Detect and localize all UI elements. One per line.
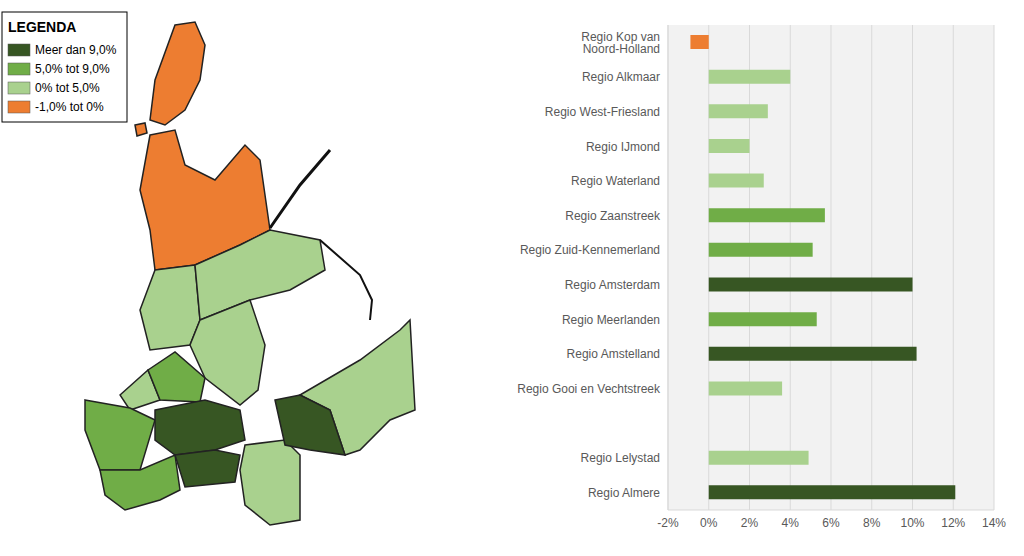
svg-text:10%: 10% — [900, 516, 924, 530]
svg-text:2%: 2% — [741, 516, 759, 530]
svg-text:Regio Zuid-Kennemerland: Regio Zuid-Kennemerland — [520, 243, 660, 257]
svg-text:Regio Almere: Regio Almere — [588, 486, 660, 500]
svg-text:Regio Zaanstreek: Regio Zaanstreek — [565, 209, 661, 223]
svg-text:0% tot 5,0%: 0% tot 5,0% — [35, 81, 100, 95]
svg-text:5,0% tot 9,0%: 5,0% tot 9,0% — [35, 62, 110, 76]
svg-text:Regio Waterland: Regio Waterland — [571, 174, 660, 188]
svg-text:4%: 4% — [782, 516, 800, 530]
svg-text:Regio Meerlanden: Regio Meerlanden — [562, 313, 660, 327]
svg-text:Regio Alkmaar: Regio Alkmaar — [582, 70, 660, 84]
svg-text:Regio Lelystad: Regio Lelystad — [581, 451, 660, 465]
svg-text:6%: 6% — [822, 516, 840, 530]
svg-text:14%: 14% — [982, 516, 1006, 530]
svg-text:Regio IJmond: Regio IJmond — [586, 140, 660, 154]
svg-text:Regio Amsterdam: Regio Amsterdam — [565, 278, 660, 292]
svg-text:-2%: -2% — [657, 516, 679, 530]
svg-text:LEGENDA: LEGENDA — [8, 19, 76, 35]
svg-text:Meer dan 9,0%: Meer dan 9,0% — [35, 43, 117, 57]
svg-text:Regio Gooi en Vechtstreek: Regio Gooi en Vechtstreek — [517, 382, 661, 396]
svg-text:Regio West-Friesland: Regio West-Friesland — [545, 105, 660, 119]
svg-text:Regio Amstelland: Regio Amstelland — [567, 347, 660, 361]
svg-text:-1,0% tot 0%: -1,0% tot 0% — [35, 100, 104, 114]
svg-text:0%: 0% — [700, 516, 718, 530]
svg-text:12%: 12% — [941, 516, 965, 530]
svg-text:8%: 8% — [863, 516, 881, 530]
svg-text:Regio Kop vanNoord-Holland: Regio Kop vanNoord-Holland — [581, 30, 660, 56]
